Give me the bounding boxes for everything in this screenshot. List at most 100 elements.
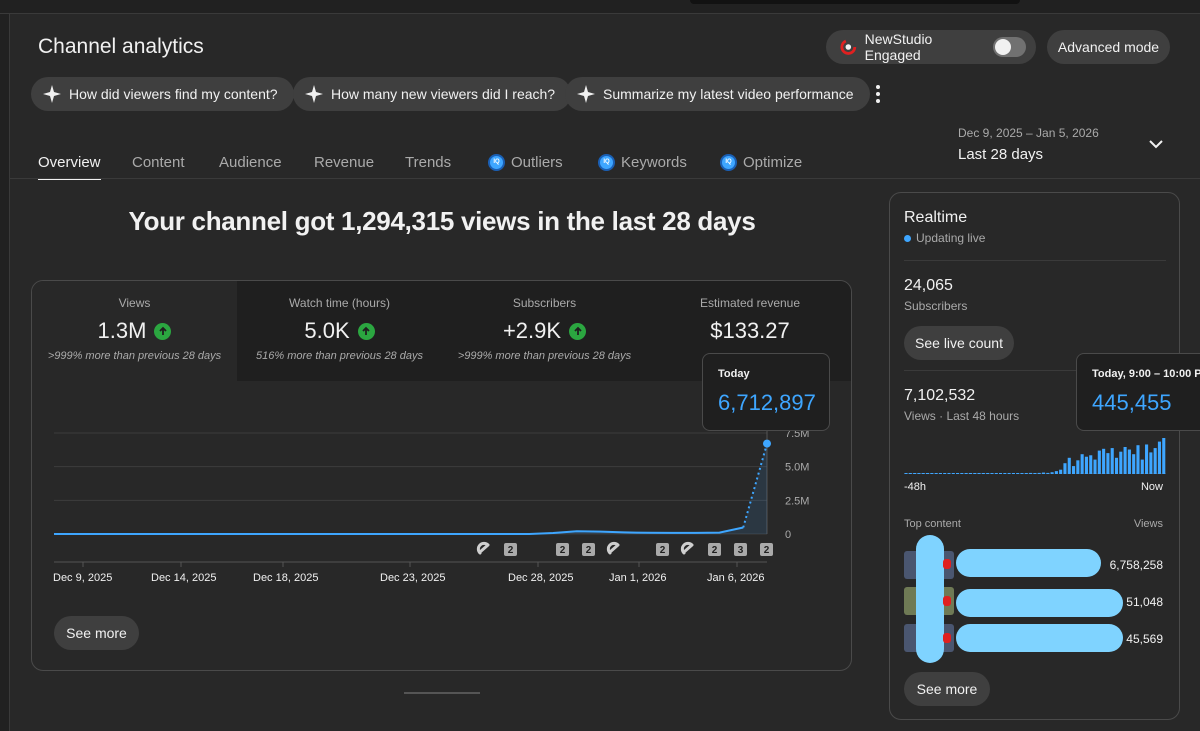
realtime-bar[interactable] [1149, 452, 1153, 474]
realtime-bar[interactable] [1050, 472, 1054, 474]
realtime-bar[interactable] [1054, 471, 1058, 474]
realtime-bar[interactable] [1041, 472, 1046, 474]
x-tick-label: Dec 28, 2025 [508, 572, 573, 584]
newstudio-logo-icon [840, 39, 857, 55]
see-live-count-button[interactable]: See live count [904, 326, 1014, 360]
realtime-bar[interactable] [1046, 472, 1050, 474]
realtime-bar[interactable] [1033, 473, 1037, 474]
chevron-down-icon[interactable] [1148, 138, 1164, 150]
realtime-bar[interactable] [1080, 454, 1084, 474]
tab-revenue[interactable]: Revenue [314, 146, 374, 178]
realtime-bar[interactable] [908, 473, 912, 474]
realtime-bar[interactable] [1153, 448, 1157, 474]
upload-marker[interactable]: 2 [656, 543, 669, 556]
realtime-bar[interactable] [986, 473, 990, 474]
realtime-bar[interactable] [1020, 473, 1024, 474]
search-bar[interactable] [690, 0, 1020, 4]
realtime-bar[interactable] [1114, 457, 1119, 474]
realtime-bar[interactable] [921, 473, 925, 474]
realtime-bar[interactable] [913, 473, 917, 474]
metric-watch-time[interactable]: Watch time (hours) 5.0K 516% more than p… [237, 281, 442, 381]
realtime-bar[interactable] [917, 473, 921, 474]
realtime-bar[interactable] [956, 473, 960, 474]
realtime-bar[interactable] [1119, 451, 1123, 474]
advanced-mode-button[interactable]: Advanced mode [1047, 30, 1170, 64]
realtime-bar[interactable] [1140, 459, 1144, 474]
chip-find-content[interactable]: How did viewers find my content? [31, 77, 294, 111]
shorts-marker-icon[interactable] [680, 541, 694, 555]
realtime-bar[interactable] [1016, 473, 1020, 474]
realtime-bar[interactable] [973, 473, 977, 474]
realtime-bar[interactable] [1059, 469, 1063, 474]
tab-outliers[interactable]: IQ Outliers [488, 146, 563, 178]
realtime-bar[interactable] [1102, 448, 1106, 474]
realtime-bar[interactable] [904, 473, 908, 474]
tab-keywords[interactable]: IQ Keywords [598, 146, 687, 178]
realtime-bar[interactable] [1089, 455, 1093, 474]
shorts-marker-icon[interactable] [476, 541, 490, 555]
realtime-bar[interactable] [977, 473, 981, 474]
chip-summarize[interactable]: Summarize my latest video performance [565, 77, 870, 111]
realtime-bar[interactable] [947, 473, 951, 474]
realtime-bar[interactable] [1024, 473, 1028, 474]
upload-marker[interactable]: 2 [708, 543, 721, 556]
realtime-bar[interactable] [1067, 457, 1071, 474]
realtime-bar[interactable] [1011, 473, 1015, 474]
tab-trends[interactable]: Trends [405, 146, 451, 178]
upload-marker[interactable]: 2 [504, 543, 517, 556]
realtime-bar[interactable] [1029, 472, 1033, 474]
upload-marker[interactable]: 2 [760, 543, 773, 556]
realtime-bar[interactable] [930, 473, 934, 474]
see-more-button[interactable]: See more [54, 616, 139, 650]
realtime-bar[interactable] [1127, 449, 1131, 474]
realtime-bar[interactable] [990, 473, 994, 474]
realtime-bar[interactable] [1076, 460, 1080, 474]
realtime-bar[interactable] [1097, 450, 1101, 474]
metric-views[interactable]: Views 1.3M >999% more than previous 28 d… [32, 281, 237, 381]
realtime-bar[interactable] [1162, 438, 1166, 474]
realtime-see-more-button[interactable]: See more [904, 672, 990, 706]
realtime-bar[interactable] [1037, 472, 1041, 474]
realtime-bar[interactable] [960, 473, 964, 474]
realtime-bar[interactable] [1110, 448, 1114, 474]
shorts-marker-icon[interactable] [606, 541, 620, 555]
upload-marker[interactable]: 3 [734, 543, 747, 556]
realtime-bar[interactable] [1093, 459, 1097, 474]
newstudio-engaged-toggle[interactable]: NewStudio Engaged [826, 30, 1036, 64]
realtime-bar[interactable] [1123, 447, 1127, 474]
realtime-bar[interactable] [925, 473, 930, 474]
realtime-bar[interactable] [1003, 473, 1007, 474]
date-range-picker[interactable]: Dec 9, 2025 – Jan 5, 2026 Last 28 days [958, 126, 1099, 163]
realtime-bar[interactable] [1084, 456, 1088, 474]
realtime-bar-chart[interactable] [904, 434, 1166, 474]
metric-subscribers[interactable]: Subscribers +2.9K >999% more than previo… [442, 281, 647, 381]
tab-optimize[interactable]: IQ Optimize [720, 146, 802, 178]
upload-marker[interactable]: 2 [582, 543, 595, 556]
realtime-bar[interactable] [943, 473, 947, 474]
toggle-switch[interactable] [992, 37, 1026, 57]
realtime-bar[interactable] [981, 473, 985, 474]
realtime-bar[interactable] [964, 473, 968, 474]
realtime-bar[interactable] [994, 473, 998, 474]
realtime-bar[interactable] [968, 473, 973, 474]
views-chart[interactable]: 0 2.5M 5.0M 7.5M 2 2 2 2 2 3 2 Dec 9, 2025 Dec 14, 2… [32, 381, 852, 671]
more-options-icon[interactable] [868, 82, 888, 106]
realtime-bar[interactable] [1132, 454, 1136, 474]
tab-content[interactable]: Content [132, 146, 185, 178]
realtime-bar[interactable] [998, 473, 1003, 474]
realtime-bar[interactable] [934, 473, 938, 474]
realtime-bar[interactable] [1063, 463, 1067, 474]
realtime-bar[interactable] [951, 473, 955, 474]
realtime-bar[interactable] [1157, 441, 1162, 474]
tab-audience[interactable]: Audience [219, 146, 282, 178]
realtime-bar[interactable] [1136, 445, 1140, 474]
realtime-bar[interactable] [1007, 473, 1011, 474]
realtime-bar[interactable] [1145, 444, 1149, 474]
data-point[interactable] [763, 439, 771, 448]
tab-overview[interactable]: Overview [38, 146, 101, 180]
realtime-bar[interactable] [938, 473, 942, 474]
chip-new-viewers[interactable]: How many new viewers did I reach? [293, 77, 572, 111]
realtime-bar[interactable] [1072, 466, 1076, 474]
upload-marker[interactable]: 2 [556, 543, 569, 556]
realtime-bar[interactable] [1106, 453, 1110, 474]
